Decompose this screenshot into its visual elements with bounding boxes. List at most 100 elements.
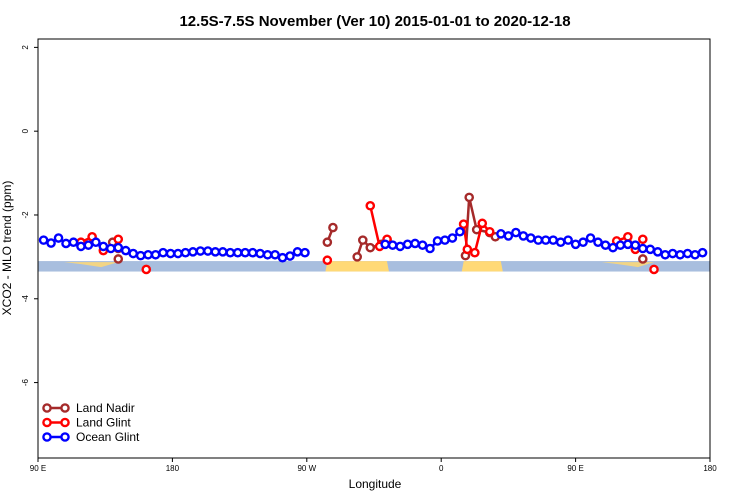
- y-tick-label: 2: [21, 45, 30, 50]
- land-glint-point: [649, 264, 659, 275]
- ocean-glint-point: [645, 244, 656, 255]
- ocean-glint-point: [143, 249, 153, 260]
- ocean-glint-point: [300, 247, 310, 258]
- ocean-glint-point: [402, 239, 413, 250]
- plot-frame: [37, 38, 711, 459]
- land-nadir-point: [464, 192, 475, 203]
- ocean-glint-point: [262, 249, 273, 260]
- land-glint-point: [484, 226, 495, 237]
- ocean-glint-point: [667, 248, 678, 259]
- ocean-glint-point: [638, 243, 648, 254]
- legend-label-land-glint: Land Glint: [76, 416, 131, 430]
- ocean-glint-point: [232, 247, 243, 258]
- land-nadir-point: [113, 254, 124, 264]
- ocean-glint-point: [496, 229, 506, 239]
- land-glint-point: [623, 231, 633, 242]
- y-axis: 2 0 -2 -4 -6: [21, 45, 38, 386]
- land-nadir-point: [365, 242, 376, 253]
- x-axis: 90 E 180 90 W 0 90 E 180: [30, 458, 717, 473]
- legend-label-land-nadir: Land Nadir: [76, 401, 135, 415]
- y-tick-label: -4: [21, 295, 30, 303]
- ocean-glint-point: [380, 239, 391, 250]
- ocean-glint-point: [395, 241, 405, 252]
- x-axis-label: Longitude: [349, 477, 402, 491]
- ocean-glint-point: [518, 231, 529, 241]
- ocean-glint-point: [548, 235, 559, 245]
- x-tick-label: 90 E: [567, 464, 583, 473]
- plot-area: [38, 192, 710, 275]
- y-tick-label: -6: [21, 378, 30, 386]
- ocean-glint-point: [225, 247, 236, 258]
- ocean-glint-point: [76, 241, 86, 252]
- ocean-glint-point: [120, 245, 131, 256]
- ocean-glint-point: [540, 235, 551, 245]
- ocean-glint-point: [593, 237, 603, 248]
- ocean-glint-point: [247, 247, 258, 258]
- ocean-glint-point: [180, 247, 191, 258]
- ocean-glint-point: [503, 231, 514, 241]
- land-glint-point: [113, 234, 124, 245]
- ocean-glint-point: [165, 248, 176, 259]
- x-tick-label: 90 W: [297, 464, 316, 473]
- ocean-glint-point: [511, 227, 521, 238]
- ocean-glint-point: [697, 247, 708, 258]
- y-tick-label: 0: [21, 128, 30, 133]
- ocean-glint-point: [210, 247, 221, 257]
- ocean-glint-point: [652, 247, 663, 257]
- land-glint-point: [462, 244, 473, 255]
- legend-marker-land-nadir: [60, 403, 70, 413]
- ocean-glint-point: [61, 238, 71, 249]
- ocean-glint-point: [455, 226, 465, 237]
- ocean-glint-point: [623, 239, 633, 250]
- legend-marker-ocean-glint: [42, 432, 52, 442]
- ocean-glint-point: [425, 243, 435, 254]
- ocean-glint-point: [432, 236, 443, 246]
- ocean-glint-point: [533, 235, 544, 245]
- y-axis-label: XCO2 - MLO trend (ppm): [0, 181, 14, 316]
- ocean-glint-point: [690, 249, 700, 260]
- legend-marker-land-nadir: [42, 403, 52, 413]
- ocean-glint-point: [255, 248, 265, 259]
- ocean-glint-point: [608, 242, 618, 253]
- ocean-glint-point: [46, 238, 56, 248]
- land-nadir-point: [357, 235, 368, 245]
- coast-wisp: [64, 262, 119, 268]
- ocean-glint-point: [563, 235, 573, 245]
- land-glint-point: [638, 234, 648, 245]
- ocean-glint-point: [660, 249, 671, 260]
- ocean-glint-point: [387, 240, 398, 250]
- land-glint-point: [322, 255, 333, 266]
- ocean-glint-point: [277, 252, 288, 263]
- land-glint-point: [141, 264, 152, 275]
- ocean-glint-point: [526, 233, 536, 243]
- y-tick-label: -2: [21, 211, 30, 219]
- x-tick-label: 90 E: [30, 464, 46, 473]
- x-tick-label: 180: [166, 464, 180, 473]
- ocean-glint-point: [150, 249, 161, 260]
- ocean-glint-point: [285, 251, 295, 261]
- ocean-glint-point: [555, 237, 566, 248]
- ocean-glint-point: [570, 239, 581, 250]
- ocean-glint-point: [113, 242, 124, 253]
- land-nadir-point: [638, 254, 648, 264]
- ocean-glint-point: [675, 249, 685, 260]
- ocean-glint-point: [585, 233, 596, 243]
- ocean-glint-point: [600, 240, 611, 250]
- ocean-glint-point: [106, 243, 116, 254]
- x-tick-label: 0: [439, 464, 444, 473]
- land-glint-point: [477, 218, 488, 229]
- ocean-glint-point: [630, 240, 641, 250]
- ocean-glint-point: [410, 238, 420, 249]
- land-glint-point: [365, 200, 376, 211]
- ocean-glint-point: [38, 235, 49, 245]
- land-segment: [461, 261, 503, 272]
- ocean-glint-point: [682, 248, 693, 259]
- ocean-glint-point: [240, 247, 250, 258]
- legend-label-ocean-glint: Ocean Glint: [76, 430, 140, 444]
- ocean-glint-point: [68, 237, 79, 248]
- legend-marker-ocean-glint: [60, 432, 70, 442]
- ocean-glint-point: [417, 240, 428, 250]
- x-tick-label: 180: [703, 464, 717, 473]
